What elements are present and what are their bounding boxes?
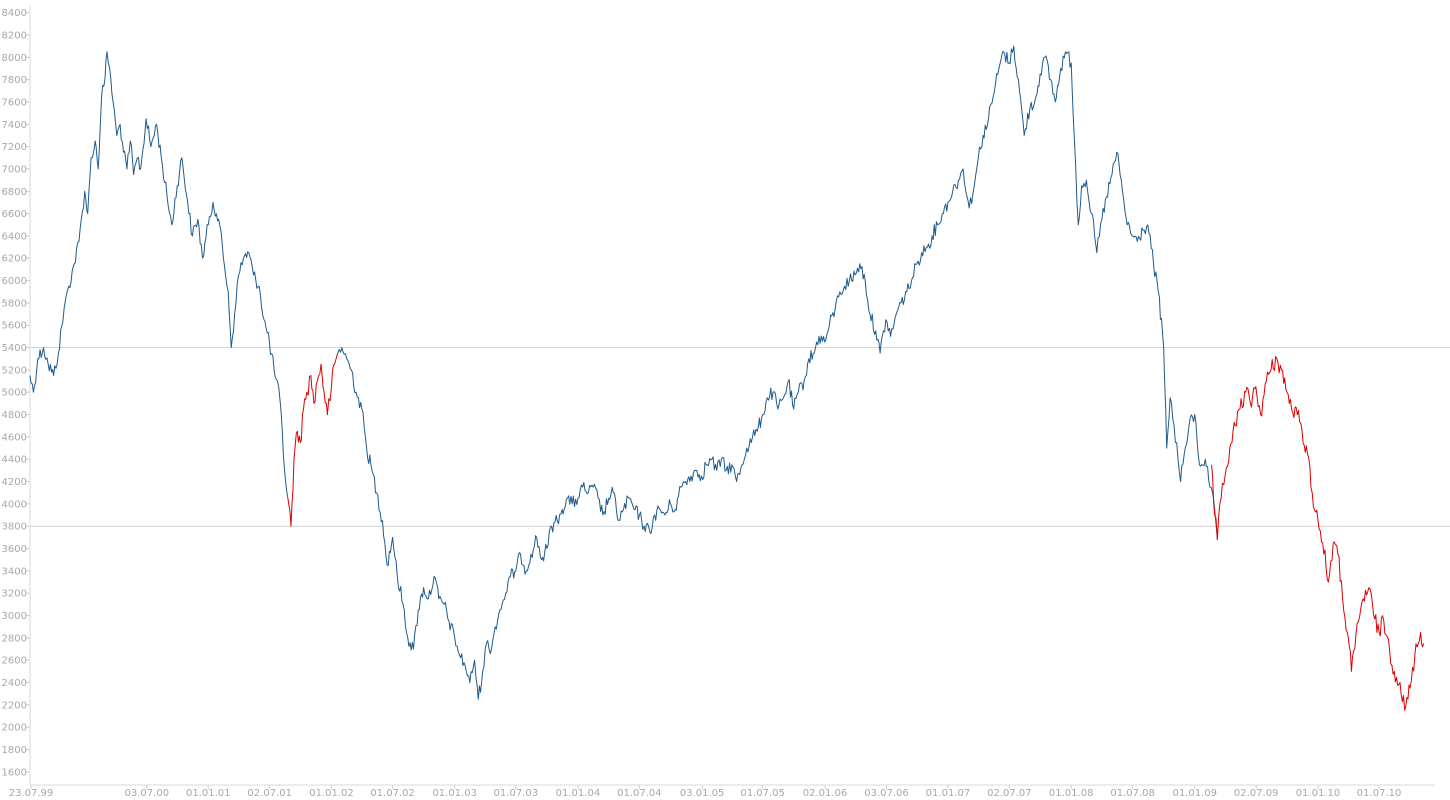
y-tick-label: 5000 [2,388,27,399]
y-tick-label: 8400 [2,8,27,19]
series-line-1 [29,51,289,499]
y-tick-label: 4800 [2,410,27,421]
y-tick-label: 8200 [2,30,27,41]
y-tick-label: 3200 [2,589,27,600]
reference-lines [30,347,1450,527]
x-tick-label: 01.07.04 [617,788,662,799]
x-tick-label: 03.07.00 [125,788,170,799]
plot-axes [29,5,1435,786]
y-tick-label: 6200 [2,254,27,265]
series-line-3 [337,45,1218,700]
y-tick-label: 7800 [2,75,27,86]
y-tick-label: 2800 [2,633,27,644]
series-line-2 [287,352,339,527]
y-tick-label: 7200 [2,142,27,153]
y-tick-label: 2000 [2,723,27,734]
y-tick-label: 2400 [2,678,27,689]
x-tick-label: 01.01.10 [1296,788,1341,799]
y-tick-label: 5400 [2,343,27,354]
x-tick-label: 02.01.06 [803,788,848,799]
x-tick-label: 01.07.08 [1110,788,1155,799]
x-tick-label: 01.07.02 [370,788,415,799]
x-tick-label: 23.07.99 [9,788,54,799]
y-tick-label: 6000 [2,276,27,287]
y-tick-label: 4200 [2,477,27,488]
y-tick-label: 6600 [2,209,27,220]
y-tick-label: 6400 [2,231,27,242]
y-tick-label: 3000 [2,611,27,622]
y-tick-label: 3400 [2,566,27,577]
y-tick-label: 5600 [2,321,27,332]
x-tick-label: 01.01.01 [186,788,231,799]
x-axis-ticks: 23.07.99 03.07.00 01.01.01 02.07.01 01.01.02… [9,785,1402,799]
x-tick-label: 02.07.01 [247,788,292,799]
y-tick-label: 8000 [2,53,27,64]
y-tick-label: 1800 [2,745,27,756]
x-tick-label: 01.01.03 [432,788,477,799]
x-tick-label: 01.01.08 [1049,788,1094,799]
y-tick-label: 7000 [2,164,27,175]
x-tick-label: 01.01.07 [926,788,971,799]
x-tick-label: 01.01.04 [556,788,601,799]
x-tick-label: 02.07.07 [987,788,1032,799]
y-tick-label: 4000 [2,499,27,510]
x-tick-label: 01.01.02 [309,788,354,799]
y-tick-label: 2200 [2,700,27,711]
x-tick-label: 01.07.05 [740,788,785,799]
y-tick-label: 6800 [2,187,27,198]
x-tick-label: 03.01.05 [680,788,725,799]
x-tick-label: 01.01.09 [1172,788,1217,799]
y-tick-label: 7600 [2,97,27,108]
y-tick-label: 5800 [2,298,27,309]
y-tick-label: 1600 [2,767,27,778]
y-tick-label: 4600 [2,432,27,443]
x-tick-label: 02.07.09 [1234,788,1279,799]
x-tick-label: 01.07.10 [1357,788,1402,799]
y-tick-label: 2600 [2,656,27,667]
y-tick-label: 5200 [2,365,27,376]
x-tick-label: 03.07.06 [864,788,909,799]
series-line-4 [1211,356,1425,711]
y-axis-ticks: 1600 1800 2000 2200 2400 2600 2800 3000 3200 3400… [2,8,30,778]
y-tick-label: 3800 [2,522,27,533]
series-lines [29,45,1425,711]
x-tick-label: 01.07.03 [494,788,539,799]
y-tick-label: 3600 [2,544,27,555]
y-tick-label: 4400 [2,455,27,466]
y-tick-label: 7400 [2,120,27,131]
